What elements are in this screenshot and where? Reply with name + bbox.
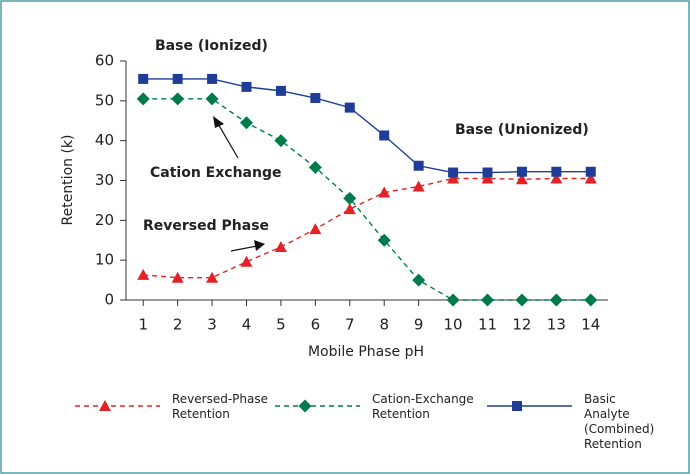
marker xyxy=(413,160,424,171)
marker xyxy=(205,92,219,106)
arrow xyxy=(230,245,258,252)
x-tick-label: 1 xyxy=(138,316,148,334)
marker xyxy=(481,293,494,307)
marker xyxy=(274,241,287,253)
x-tick-label: 5 xyxy=(276,316,286,334)
annotation: Reversed Phase xyxy=(143,218,269,234)
x-tick-label: 7 xyxy=(345,316,355,334)
annotation: Base (Ionized) xyxy=(155,38,268,54)
series-line xyxy=(143,78,591,174)
y-tick-label: 60 xyxy=(95,52,114,70)
marker xyxy=(206,271,219,283)
marker xyxy=(240,116,253,130)
x-tick-label: 11 xyxy=(478,316,497,334)
marker xyxy=(515,173,528,185)
marker xyxy=(207,73,218,84)
x-tick-label: 13 xyxy=(547,316,566,334)
x-tick-label: 3 xyxy=(207,316,217,334)
annotation: Cation Exchange xyxy=(150,165,281,181)
x-tick-label: 10 xyxy=(444,316,463,334)
arrow xyxy=(216,121,239,159)
x-tick-label: 14 xyxy=(581,316,600,334)
marker xyxy=(275,85,286,96)
marker xyxy=(136,92,150,106)
marker xyxy=(584,172,597,184)
y-tick-label: 40 xyxy=(95,131,114,149)
marker xyxy=(550,172,563,184)
marker xyxy=(172,73,183,84)
marker xyxy=(412,273,426,287)
marker xyxy=(171,92,185,106)
legend-label: Cation-Exchange Retention xyxy=(372,392,474,421)
marker xyxy=(308,160,322,174)
marker xyxy=(240,255,253,267)
series-line xyxy=(143,98,591,301)
y-axis-label: Retention (k) xyxy=(60,135,76,226)
marker xyxy=(298,399,312,413)
marker xyxy=(446,293,460,307)
marker xyxy=(377,233,391,247)
marker xyxy=(343,203,356,215)
marker xyxy=(516,166,527,177)
marker xyxy=(512,401,522,411)
marker xyxy=(549,293,563,307)
marker xyxy=(241,81,252,92)
annotation: Base (Unionized) xyxy=(455,122,589,138)
marker xyxy=(515,293,529,307)
y-tick-label: 0 xyxy=(104,291,114,309)
x-tick-label: 4 xyxy=(242,316,252,334)
marker xyxy=(344,102,355,113)
legend-label: Basic Analyte (Combined) Retention xyxy=(584,392,655,451)
marker xyxy=(138,73,149,84)
marker xyxy=(551,166,562,177)
x-tick-label: 8 xyxy=(379,316,389,334)
marker xyxy=(412,180,425,192)
marker xyxy=(379,130,390,141)
marker xyxy=(584,293,598,307)
y-tick-label: 20 xyxy=(95,211,114,229)
marker xyxy=(343,191,357,205)
y-tick-label: 30 xyxy=(95,171,114,189)
marker xyxy=(481,172,494,184)
arrow-head xyxy=(213,116,224,128)
marker xyxy=(448,167,459,178)
marker xyxy=(482,167,493,178)
marker xyxy=(274,134,288,148)
arrow-head xyxy=(254,240,265,251)
marker xyxy=(309,223,322,235)
marker xyxy=(99,400,111,411)
marker xyxy=(447,172,460,184)
series-line xyxy=(143,177,591,279)
legend-label: Reversed-Phase Retention xyxy=(172,392,269,421)
x-tick-label: 6 xyxy=(311,316,321,334)
y-tick-label: 50 xyxy=(95,91,114,109)
x-tick-label: 9 xyxy=(414,316,424,334)
x-axis-label: Mobile Phase pH xyxy=(308,344,424,360)
marker xyxy=(585,166,596,177)
x-tick-label: 12 xyxy=(512,316,531,334)
marker xyxy=(378,186,391,198)
x-tick-label: 2 xyxy=(173,316,183,334)
y-tick-label: 10 xyxy=(95,251,114,269)
marker xyxy=(310,93,321,104)
marker xyxy=(137,268,150,280)
marker xyxy=(171,271,184,283)
